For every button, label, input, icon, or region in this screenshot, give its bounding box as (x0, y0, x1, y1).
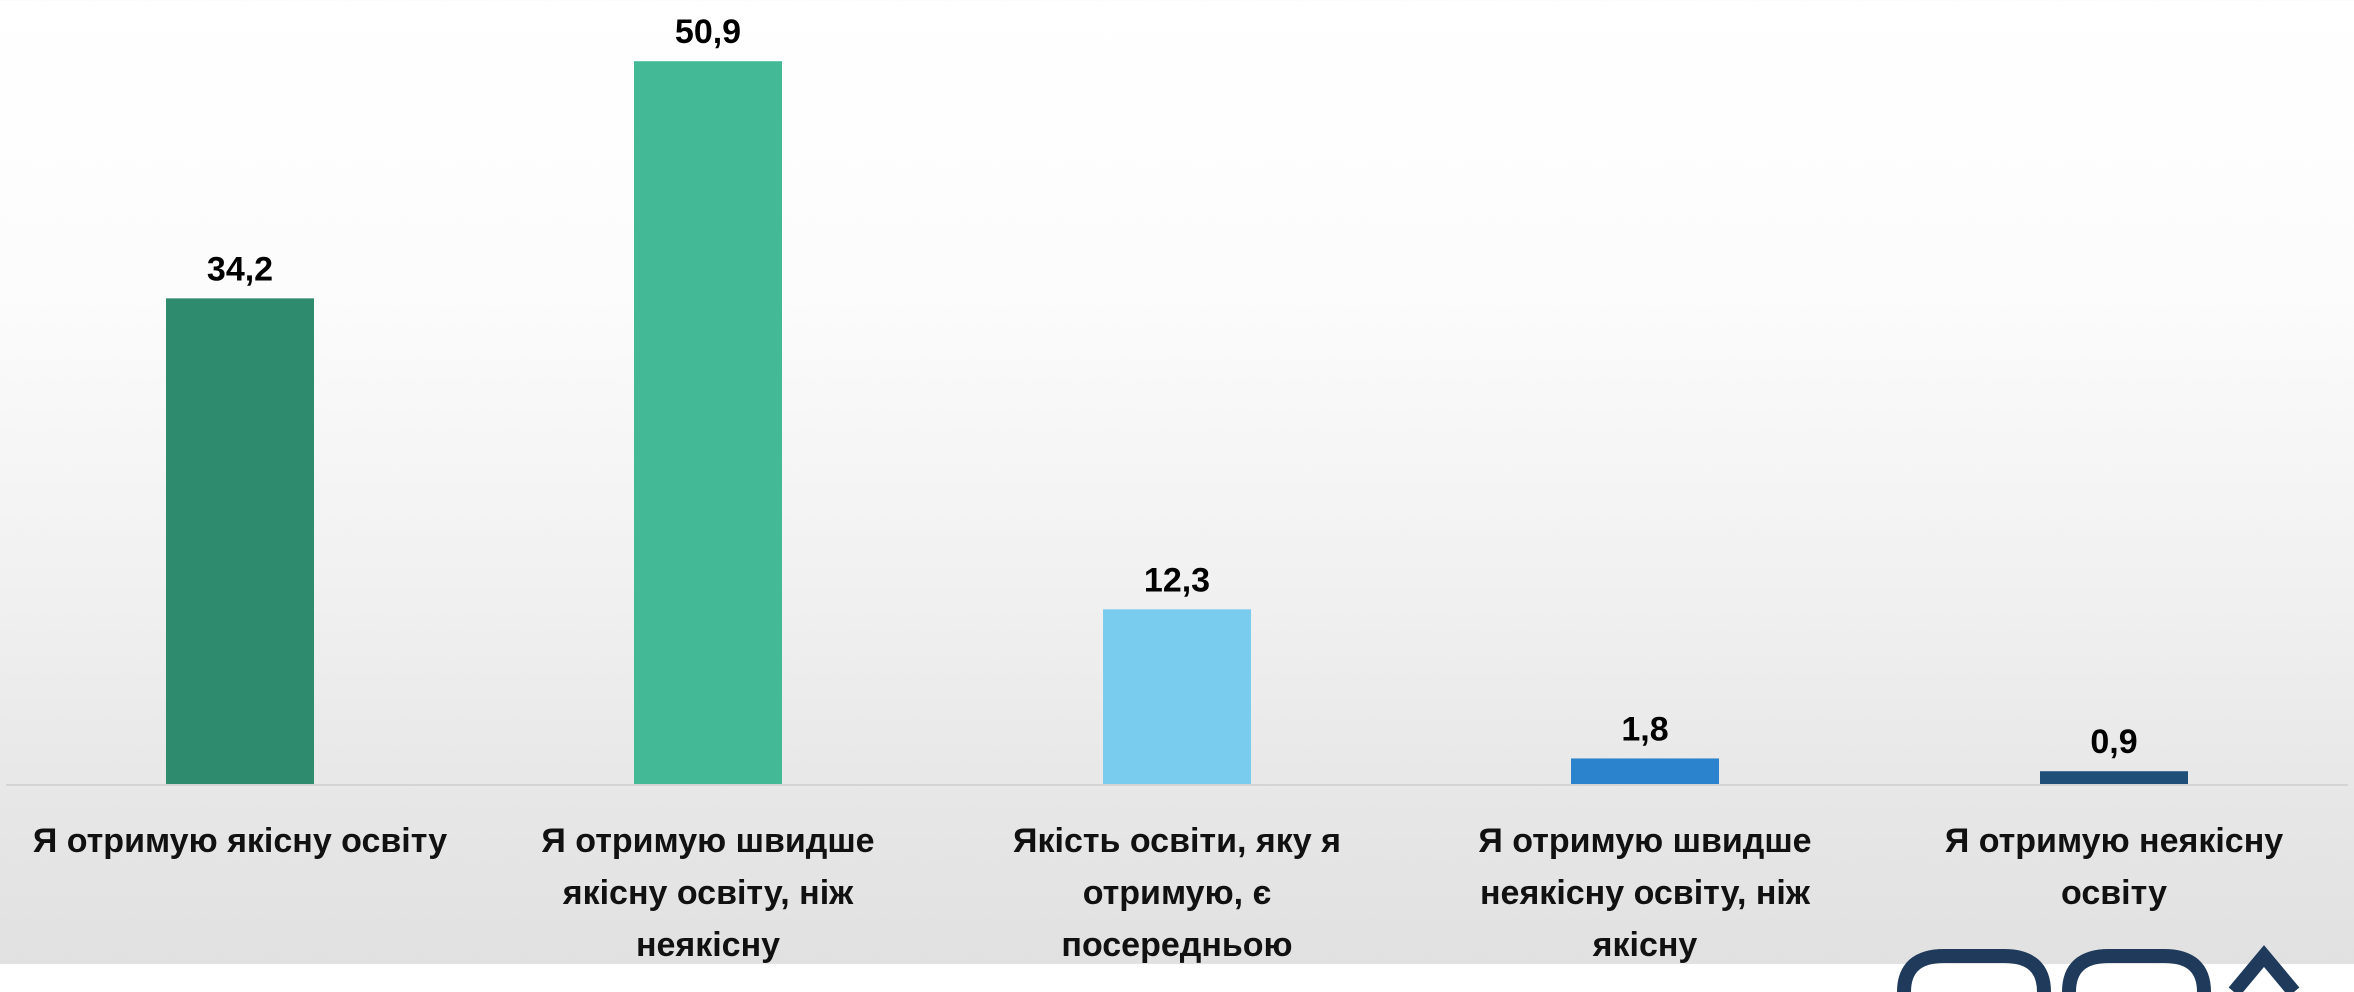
category-label-line: Якість освіти, яку я (1013, 822, 1341, 860)
category-label-line: Я отримую швидше (541, 822, 874, 860)
logo-fragment (1894, 942, 2314, 992)
bar-1 (166, 298, 314, 784)
value-label-3: 12,3 (1144, 561, 1210, 599)
bar-5 (2040, 771, 2188, 784)
value-label-5: 0,9 (2090, 723, 2137, 761)
category-label-line: Я отримую швидше (1478, 822, 1811, 860)
bar-2 (634, 61, 782, 785)
category-label-line: якісну (1592, 926, 1698, 964)
value-labels-group: 34,2 50,9 12,3 1,8 0,9 (207, 13, 2138, 761)
bars-group (166, 61, 2188, 785)
bar-4 (1571, 758, 1719, 784)
category-label-2: Я отримую швидше якісну освіту, ніж неякіс… (541, 822, 874, 964)
category-label-line: Я отримую неякісну (1945, 822, 2283, 860)
category-label-line: неякісну (636, 926, 780, 964)
category-label-line: отримую, є (1083, 874, 1272, 912)
category-label-line: якісну освіту, ніж (562, 874, 854, 912)
bar-3 (1103, 609, 1251, 784)
value-label-2: 50,9 (675, 13, 741, 51)
bar-chart: 34,2 50,9 12,3 1,8 0,9 Я отримую якісну осві… (6, 13, 2348, 964)
category-label-line: Я отримую якісну освіту (33, 822, 447, 860)
value-label-4: 1,8 (1621, 710, 1668, 748)
category-label-line: посередньою (1061, 926, 1292, 964)
logo-fragment-shape (1897, 945, 2300, 992)
category-label-5: Я отримую неякісну освіту (1945, 822, 2283, 912)
value-label-1: 34,2 (207, 250, 273, 288)
category-labels-group: Я отримую якісну освіту Я отримую швидше я… (33, 822, 2283, 964)
category-label-3: Якість освіти, яку я отримую, є посередньо… (1013, 822, 1341, 964)
category-label-line: освіту (2061, 874, 2167, 912)
category-label-1: Я отримую якісну освіту (33, 822, 447, 860)
category-label-4: Я отримую швидше неякісну освіту, ніж якіс… (1478, 822, 1811, 964)
category-label-line: неякісну освіту, ніж (1480, 874, 1811, 912)
